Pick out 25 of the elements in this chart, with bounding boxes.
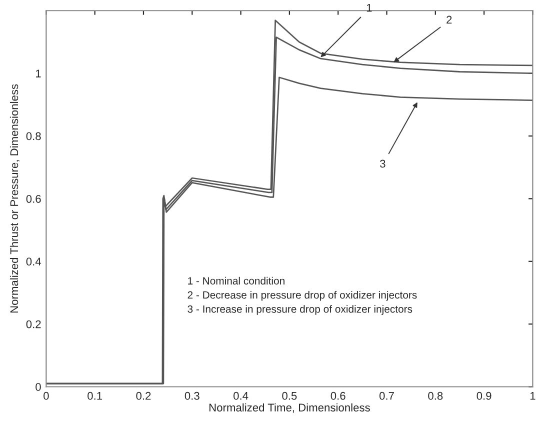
x-tick-label: 0.5 xyxy=(282,392,297,400)
y-axis-title: Normalized Thrust or Pressure, Dimensionless xyxy=(10,84,20,313)
annotation: 3 - Increase in pressure drop of oxidizer injectors xyxy=(188,305,412,315)
annotation: 2 xyxy=(446,16,452,24)
x-tick-label: 0.1 xyxy=(88,392,102,400)
annotation: 3 xyxy=(380,160,386,168)
y-tick-label: 1 xyxy=(36,70,41,78)
annotation: 2 - Decrease in pressure drop of oxidizer injectors xyxy=(188,291,417,301)
y-tick-label: 0 xyxy=(36,383,41,391)
x-axis-title: Normalized Time, Dimensionless xyxy=(209,403,370,413)
x-tick-label: 0 xyxy=(44,392,49,400)
x-tick-label: 0.6 xyxy=(330,392,346,400)
y-tick-label: 0.2 xyxy=(26,320,41,328)
x-tick-label: 1 xyxy=(530,392,536,400)
y-tick-label: 0.6 xyxy=(26,194,41,203)
x-tick-label: 0.3 xyxy=(184,392,200,400)
annotation: 1 xyxy=(366,4,372,12)
annotation: 1 - Nominal condition xyxy=(188,276,284,285)
x-tick-label: 0.7 xyxy=(379,392,394,400)
y-tick-label: 0.4 xyxy=(26,258,41,266)
x-tick-label: 0.4 xyxy=(234,392,248,400)
x-tick-label: 0.2 xyxy=(136,392,151,400)
x-tick-label: 0.9 xyxy=(476,392,492,400)
x-tick-label: 0.8 xyxy=(428,392,443,400)
y-tick-label: 0.8 xyxy=(26,132,41,140)
